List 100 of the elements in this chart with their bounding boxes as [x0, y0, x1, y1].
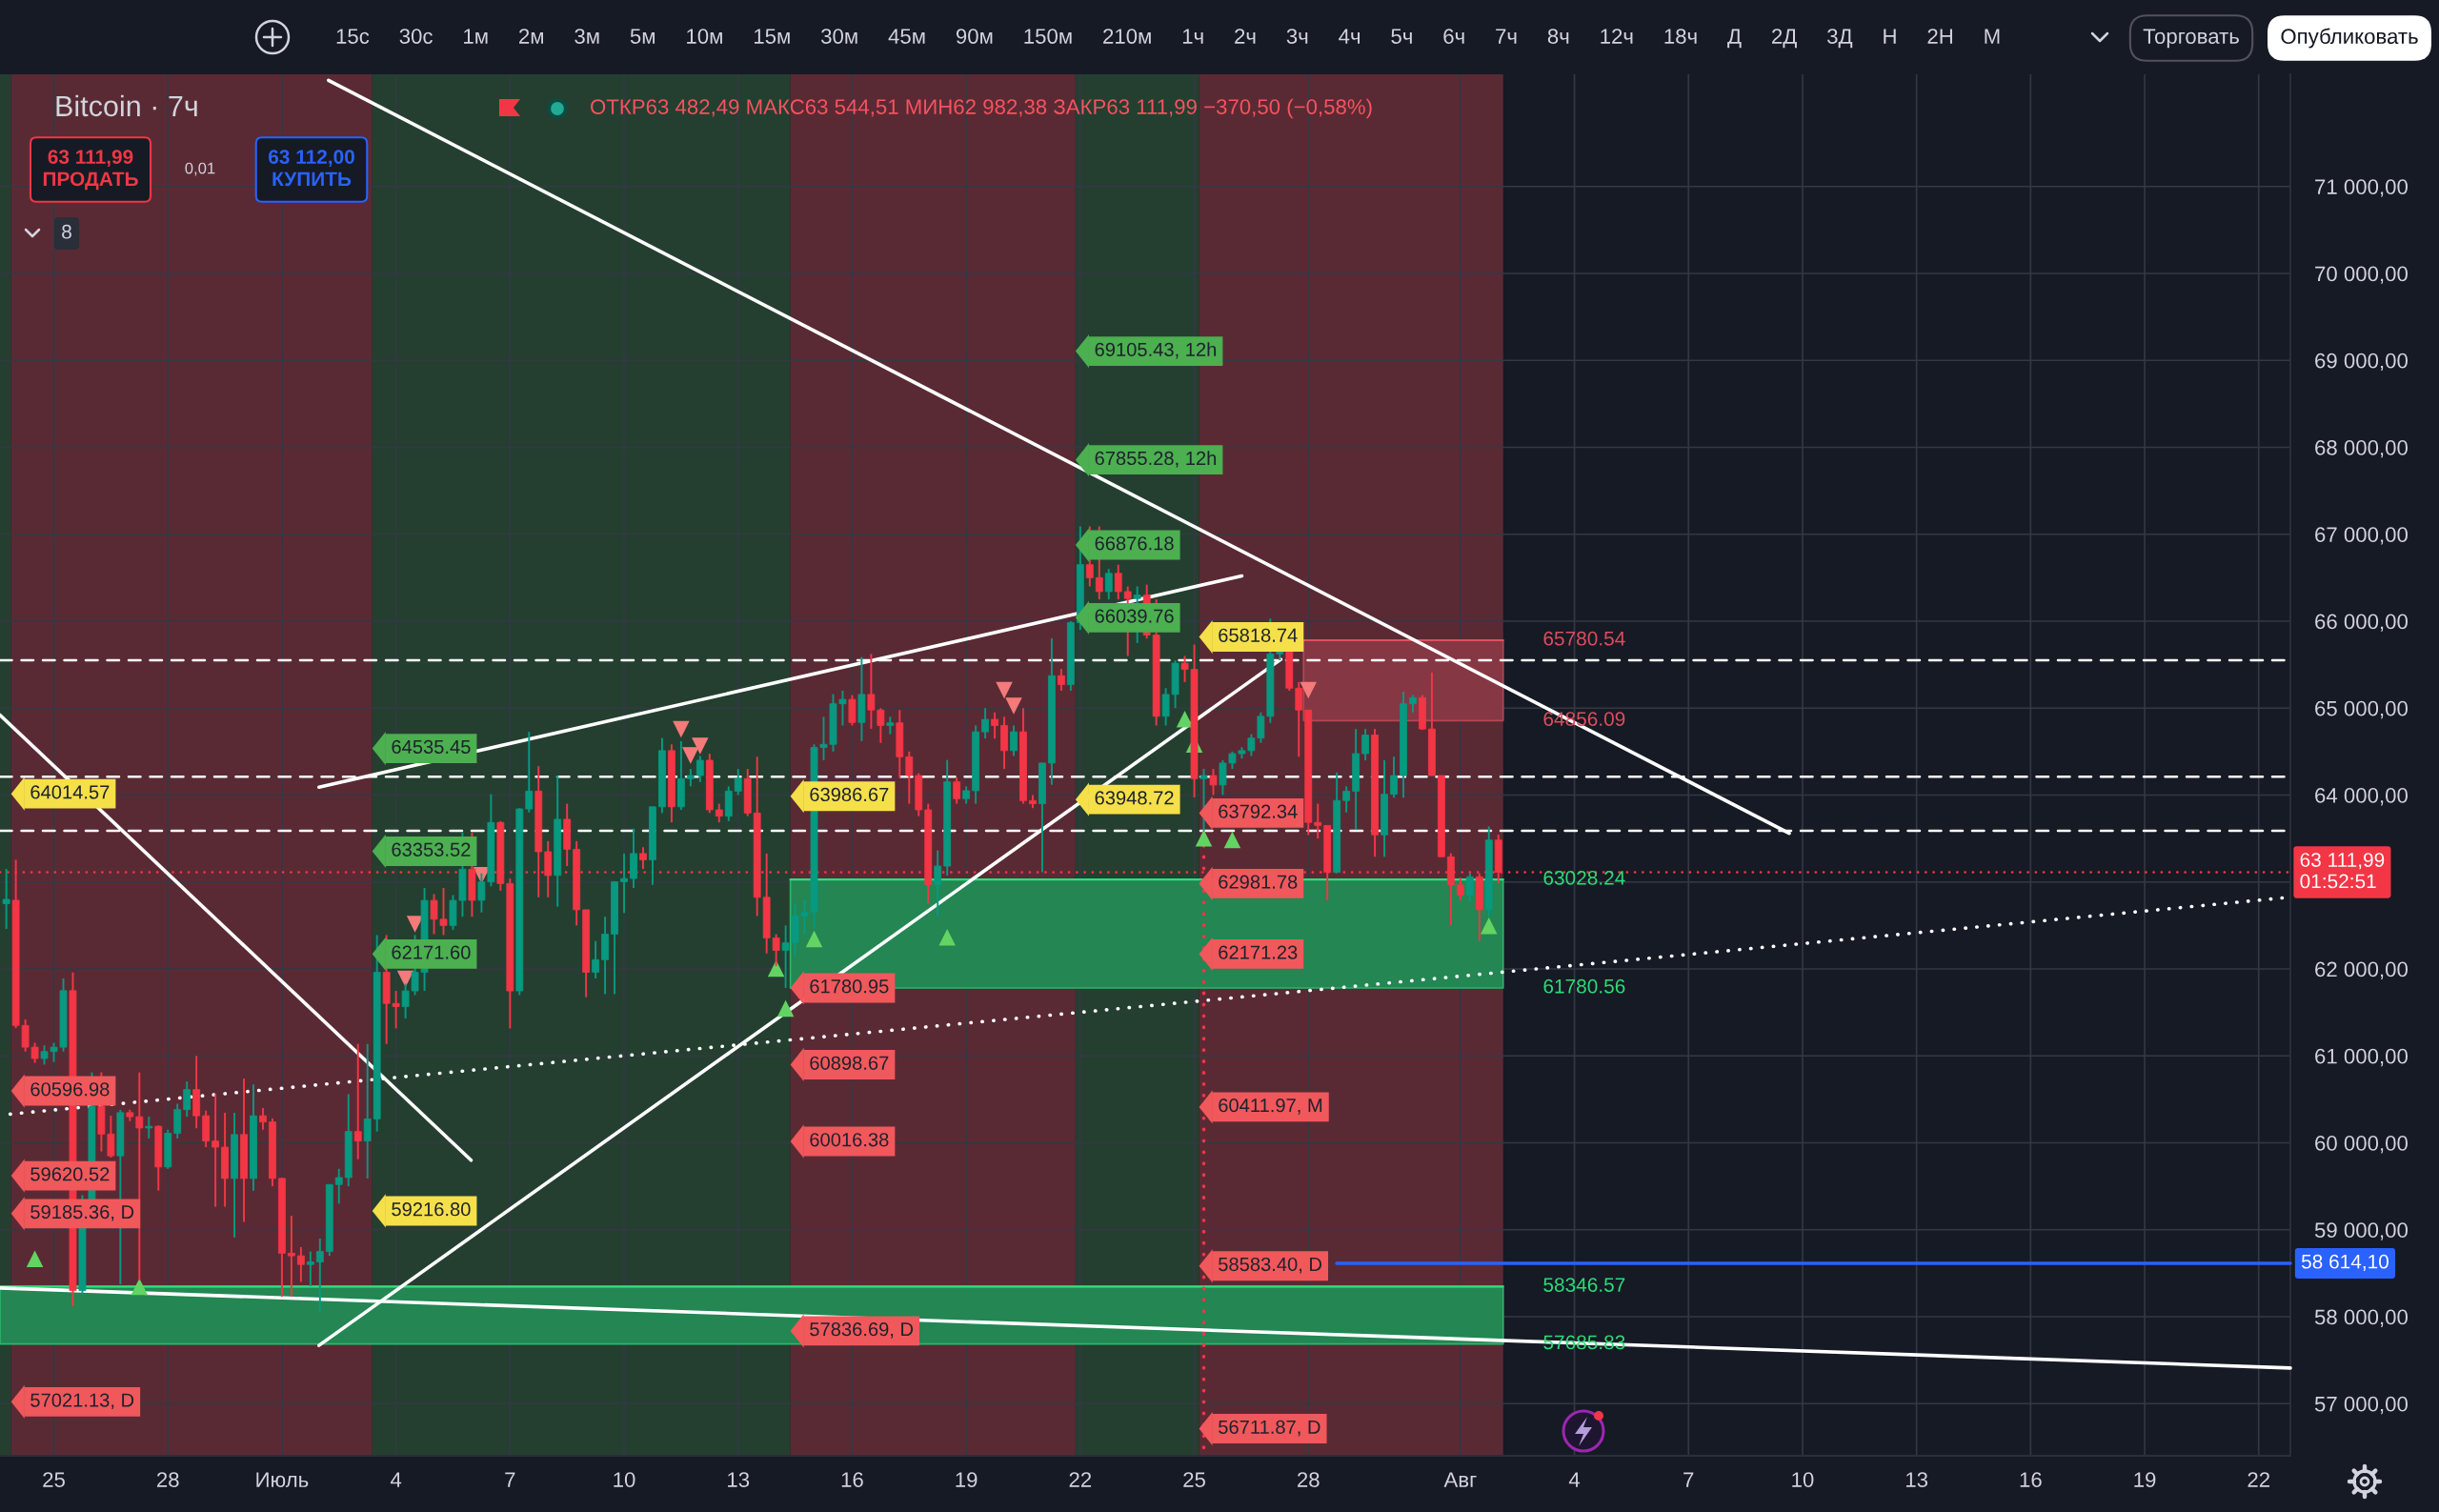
annotation: 8	[62, 224, 71, 239]
candlestick	[934, 849, 942, 918]
annotation: 58346.57	[1543, 1278, 1625, 1292]
data-label: 66876.18	[1095, 536, 1174, 551]
annotation: 63 112,00 КУПИТЬ	[269, 150, 354, 187]
x-tick-label: Июль	[256, 1472, 309, 1487]
x-tick-label: 13	[728, 1472, 750, 1487]
candlestick	[145, 1116, 153, 1139]
data-label: 60596.98	[30, 1082, 110, 1097]
data-label: 69105.43, 12h	[1095, 342, 1217, 359]
data-label: 59185.36, D	[30, 1204, 134, 1221]
data-label: 66039.76	[1095, 609, 1174, 623]
annotation: 61780.56	[1543, 978, 1625, 994]
candlestick	[287, 1215, 295, 1298]
data-label: 57021.13, D	[30, 1393, 134, 1410]
data-label: 65818.74	[1219, 628, 1298, 642]
y-tick-label: 64 000,00	[2315, 788, 2408, 806]
candlestick	[905, 750, 914, 805]
data-label: 63986.67	[810, 787, 889, 802]
y-tick-label: 62 000,00	[2315, 961, 2408, 979]
data-label: 62981.78	[1219, 875, 1298, 889]
candlestick	[1057, 668, 1065, 692]
x-tick-label: 28	[156, 1472, 179, 1487]
data-label: 59620.52	[30, 1167, 110, 1181]
y-tick-label: 58 000,00	[2314, 1309, 2408, 1327]
y-tick-label: 59 000,00	[2314, 1222, 2408, 1240]
x-tick-label: 13	[1905, 1472, 1928, 1487]
x-tick-label: 4	[390, 1472, 402, 1487]
data-label: 63353.52	[392, 842, 471, 857]
y-tick-label: 68 000,00	[2315, 440, 2408, 458]
candlestick	[1209, 768, 1218, 796]
y-tick-label: 66 000,00	[2315, 614, 2408, 632]
y-tick-label: 69 000,00	[2315, 353, 2408, 372]
ref-line-label: 63 111,99 01:52:51	[2300, 853, 2385, 889]
data-label: 63948.72	[1095, 791, 1174, 805]
candlestick	[183, 1080, 191, 1119]
text: 15с 30с 1м 2м 3м 5м 10м 15м 30м 45м 90м 150м 210м 1ч 2ч 3ч 4ч 5ч 6ч 7ч 8ч 12ч 18ч Д 2Д 3Д Н 2Н М	[336, 29, 2000, 49]
data-label: 56711.87, D	[1219, 1420, 1320, 1437]
candlestick	[1361, 728, 1369, 761]
x-tick-label: 25	[1183, 1472, 1205, 1487]
candlestick	[734, 768, 742, 796]
candlestick	[1104, 568, 1113, 601]
data-label: 64535.45	[392, 739, 471, 755]
x-tick-label: 22	[1069, 1472, 1092, 1487]
y-tick-label: 67 000,00	[2315, 527, 2408, 545]
candlestick	[259, 1107, 267, 1131]
x-tick-label: 22	[2248, 1472, 2269, 1487]
text: ОТКР63 482,49 МАКС63 544,51 МИН62 982,38 ЗАКР63 111,99 −370,50 (−0,58%)	[591, 98, 1372, 119]
data-label: 62171.23	[1219, 945, 1298, 959]
candlestick	[1456, 877, 1464, 901]
x-tick-label: 16	[841, 1472, 863, 1487]
candlestick	[1295, 680, 1303, 758]
candlestick	[334, 1167, 343, 1205]
candlestick	[981, 707, 989, 740]
candlestick	[306, 1250, 314, 1288]
y-tick-label: 71 000,00	[2315, 179, 2408, 197]
y-tick-label: 57 000,00	[2314, 1396, 2408, 1415]
data-label: 60411.97, M	[1219, 1099, 1322, 1115]
candlestick	[886, 716, 895, 736]
x-tick-label: 19	[2134, 1472, 2156, 1487]
text: Опубликовать	[2281, 28, 2418, 49]
candlestick	[1409, 694, 1417, 714]
candlestick	[1010, 724, 1018, 757]
candlestick	[953, 776, 961, 805]
y-tick-label: 61 000,00	[2315, 1048, 2408, 1067]
x-tick-label: 25	[43, 1472, 65, 1487]
data-label: 57836.69, D	[810, 1322, 914, 1339]
candlestick	[1390, 756, 1398, 799]
candlestick	[695, 755, 704, 783]
candlestick	[315, 1237, 324, 1314]
candlestick	[2, 868, 10, 930]
candlestick	[525, 731, 534, 814]
y-tick-label: 65 000,00	[2315, 700, 2408, 719]
annotation: 0,01	[185, 162, 215, 176]
candlestick	[296, 1246, 305, 1283]
x-tick-label: 28	[1298, 1472, 1320, 1487]
data-label: 64014.57	[30, 785, 110, 799]
data-label: 60016.38	[810, 1133, 889, 1147]
y-tick-label: 60 000,00	[2315, 1136, 2408, 1154]
x-tick-label: 4	[1568, 1472, 1581, 1487]
candlestick	[962, 785, 971, 805]
data-label: 61780.95	[810, 979, 889, 994]
candlestick	[1114, 563, 1122, 601]
annotation: 63028.24	[1543, 871, 1625, 885]
candlestick	[363, 1042, 372, 1179]
candlestick	[639, 846, 647, 871]
candlestick	[1465, 872, 1474, 902]
x-tick-label: 10	[614, 1472, 635, 1487]
candlestick	[620, 852, 628, 915]
annotation: 65780.54	[1543, 631, 1625, 646]
annotation: 63 111,99 ПРОДАТЬ	[43, 150, 138, 191]
candlestick	[715, 802, 723, 824]
candlestick	[353, 1042, 362, 1160]
data-label: 62171.60	[392, 945, 471, 959]
candlestick	[686, 768, 695, 788]
candlestick	[1342, 785, 1351, 814]
x-tick-label: Авг	[1443, 1472, 1477, 1487]
x-tick-label: 16	[2020, 1472, 2042, 1487]
candlestick	[212, 1093, 220, 1208]
candlestick	[991, 711, 998, 740]
